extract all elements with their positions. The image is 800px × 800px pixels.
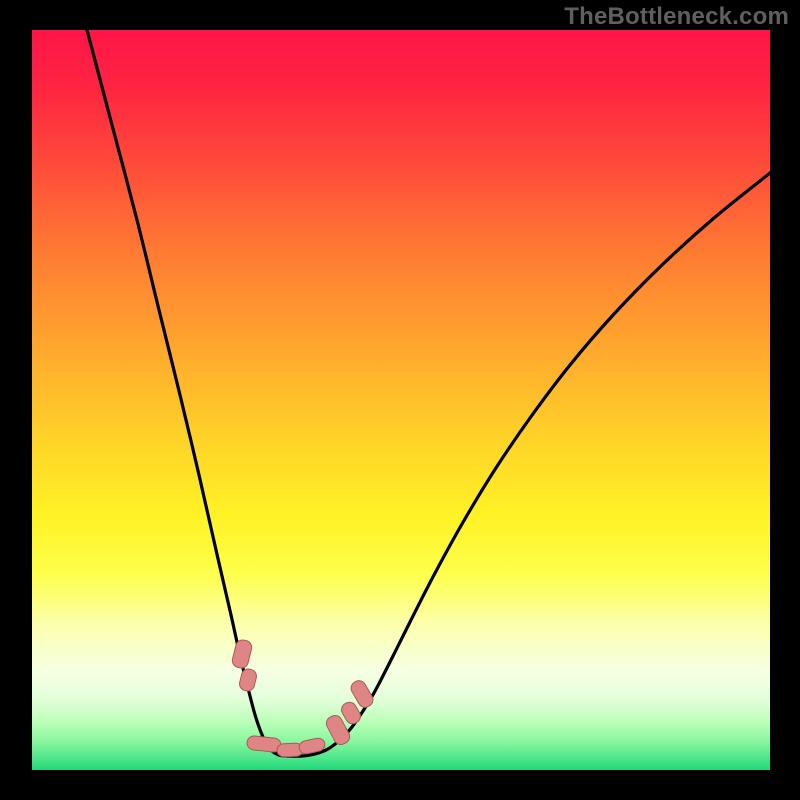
bottom-markers xyxy=(231,638,376,756)
bottom-marker xyxy=(238,668,258,693)
frame-left xyxy=(0,0,32,800)
curve-right-branch xyxy=(288,173,770,756)
watermark-text: TheBottleneck.com xyxy=(564,3,789,31)
curve-layer xyxy=(32,30,770,770)
frame-right xyxy=(770,0,800,800)
bottom-marker xyxy=(231,638,253,669)
curve-left-branch xyxy=(87,30,288,756)
plot-area xyxy=(32,30,770,770)
bottom-marker xyxy=(246,735,281,752)
frame-bottom xyxy=(0,770,800,800)
